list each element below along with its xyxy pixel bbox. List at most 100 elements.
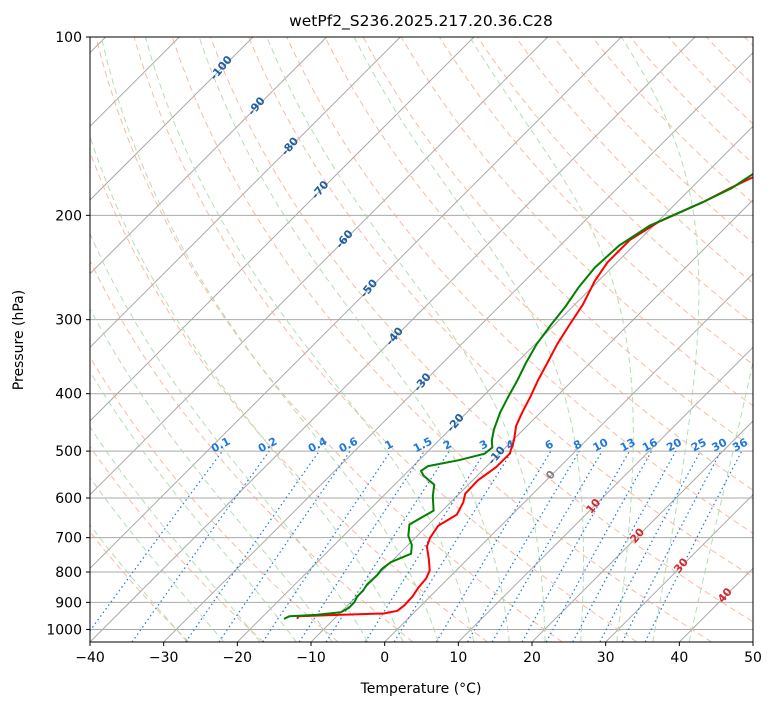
mixing-ratio-label: 20 bbox=[664, 436, 684, 455]
isotherm-label: -60 bbox=[333, 227, 356, 251]
mixing-ratio-line bbox=[298, 450, 425, 642]
moist-adiabat-line bbox=[90, 476, 225, 642]
dry-adiabat-line bbox=[133, 37, 638, 642]
x-tick-label: −20 bbox=[223, 650, 253, 666]
dry-adiabat-line bbox=[90, 531, 190, 642]
mixing-ratio-label: 30 bbox=[710, 436, 730, 455]
isotherm-line bbox=[90, 37, 328, 275]
mixing-ratio-line bbox=[644, 450, 743, 642]
temperature-profile-line bbox=[296, 176, 753, 620]
plot-frame bbox=[89, 36, 754, 643]
x-tick-label: −40 bbox=[75, 650, 105, 666]
dry-adiabat-line bbox=[90, 445, 264, 642]
moist-adiabat-line bbox=[266, 37, 546, 642]
y-axis-label: Pressure (hPa) bbox=[11, 290, 27, 390]
y-tick-label: 300 bbox=[55, 313, 82, 329]
dry-adiabat-line bbox=[629, 37, 753, 165]
dry-adiabat-line bbox=[248, 37, 753, 578]
mixing-ratio-line bbox=[131, 450, 270, 642]
isotherm-line bbox=[90, 37, 475, 422]
y-axis-ticks: 100 200 300 400 500 600 700 800 900 1000 bbox=[46, 30, 90, 638]
x-tick-label: −30 bbox=[149, 650, 179, 666]
mixing-ratio-line bbox=[466, 450, 580, 642]
x-axis-ticks: −40 −30 −20 −10 0 10 20 30 40 50 bbox=[75, 642, 762, 666]
isotherm-line bbox=[90, 37, 401, 349]
dry-adiabat-line bbox=[515, 37, 753, 284]
x-tick-label: 30 bbox=[597, 650, 615, 666]
isotherm-line bbox=[90, 37, 696, 642]
x-tick-label: 40 bbox=[670, 650, 688, 666]
isotherm-line bbox=[90, 37, 254, 201]
profiles bbox=[283, 172, 753, 620]
dry-adiabat-line bbox=[90, 356, 339, 642]
mixing-ratio-line bbox=[572, 450, 677, 642]
isotherm-line bbox=[236, 125, 753, 642]
mixing-ratio-label: 1 bbox=[383, 437, 396, 452]
y-tick-label: 800 bbox=[55, 565, 82, 581]
isotherm-line bbox=[457, 346, 753, 642]
moist-adiabat-line bbox=[90, 370, 297, 642]
background-lines bbox=[90, 37, 753, 642]
moist-adiabat-line bbox=[90, 135, 404, 642]
dry-adiabat-line bbox=[95, 37, 563, 642]
y-tick-label: 200 bbox=[55, 208, 82, 224]
isotherm-line bbox=[531, 420, 753, 642]
x-tick-label: 20 bbox=[523, 650, 541, 666]
isotherm-label: -100 bbox=[207, 53, 235, 83]
dry-adiabat-line bbox=[362, 37, 753, 449]
mixing-ratio-label: 6 bbox=[543, 437, 556, 452]
dry-adiabat-line bbox=[400, 37, 753, 407]
x-tick-label: 50 bbox=[744, 650, 762, 666]
moist-adiabat-line bbox=[688, 359, 753, 642]
isotherm-line bbox=[90, 37, 622, 570]
mixing-ratio-line bbox=[545, 450, 653, 642]
y-tick-label: 600 bbox=[55, 491, 82, 507]
dry-adiabat-line bbox=[744, 37, 753, 47]
dry-adiabat-line bbox=[171, 37, 712, 642]
mixing-ratio-label: 13 bbox=[618, 436, 638, 455]
dry-adiabat-line bbox=[210, 37, 753, 623]
moist-adiabat-line bbox=[144, 37, 475, 642]
isotherm-label: 20 bbox=[627, 525, 647, 545]
line-labels: 0.1 0.2 0.4 0.6 1 1.5 2 3 4 6 8 10 13 16 20 25 30 36-100-… bbox=[207, 53, 750, 605]
moist-adiabat-line bbox=[90, 232, 369, 642]
y-tick-label: 400 bbox=[55, 387, 82, 403]
mixing-ratio-line bbox=[599, 450, 702, 642]
mixing-ratio-label: 25 bbox=[689, 436, 709, 455]
x-tick-label: 0 bbox=[380, 650, 389, 666]
moist-adiabat-line bbox=[90, 307, 333, 642]
mixing-ratio-label: 0.1 bbox=[209, 435, 232, 456]
y-tick-label: 700 bbox=[55, 531, 82, 547]
moist-adiabat-line bbox=[353, 37, 584, 642]
isotherm-line bbox=[163, 51, 753, 642]
y-tick-label: 900 bbox=[55, 595, 82, 611]
mixing-ratio-label: 2 bbox=[441, 437, 454, 452]
dry-adiabat-line bbox=[706, 37, 753, 86]
isotherm-line bbox=[90, 37, 549, 496]
mixing-ratio-label: 0.4 bbox=[306, 435, 330, 456]
y-tick-label: 100 bbox=[55, 30, 82, 46]
dry-adiabat-line bbox=[477, 37, 753, 325]
mixing-ratio-line bbox=[325, 450, 450, 642]
y-tick-label: 1000 bbox=[46, 622, 82, 638]
dry-adiabat-line bbox=[90, 150, 488, 642]
mixing-ratio-line bbox=[185, 450, 320, 642]
mixing-ratio-line bbox=[364, 450, 486, 642]
mixing-ratio-line bbox=[491, 450, 603, 642]
mixing-ratio-label: 16 bbox=[640, 436, 660, 455]
y-tick-label: 500 bbox=[55, 444, 82, 460]
isotherm-line bbox=[752, 641, 753, 642]
moist-adiabat-line bbox=[90, 426, 261, 642]
x-tick-label: 10 bbox=[449, 650, 467, 666]
moist-adiabat-line bbox=[100, 37, 439, 642]
isotherm-line bbox=[678, 567, 753, 642]
moist-adiabat-line bbox=[620, 37, 700, 642]
dry-adiabat-line bbox=[438, 37, 753, 366]
moist-adiabat-line bbox=[198, 37, 510, 642]
x-tick-label: −10 bbox=[296, 650, 326, 666]
dry-adiabat-line bbox=[90, 259, 414, 642]
dewpoint-profile-line bbox=[283, 172, 753, 620]
x-axis-label: Temperature (°C) bbox=[360, 681, 482, 697]
mixing-ratio-line bbox=[435, 450, 552, 642]
